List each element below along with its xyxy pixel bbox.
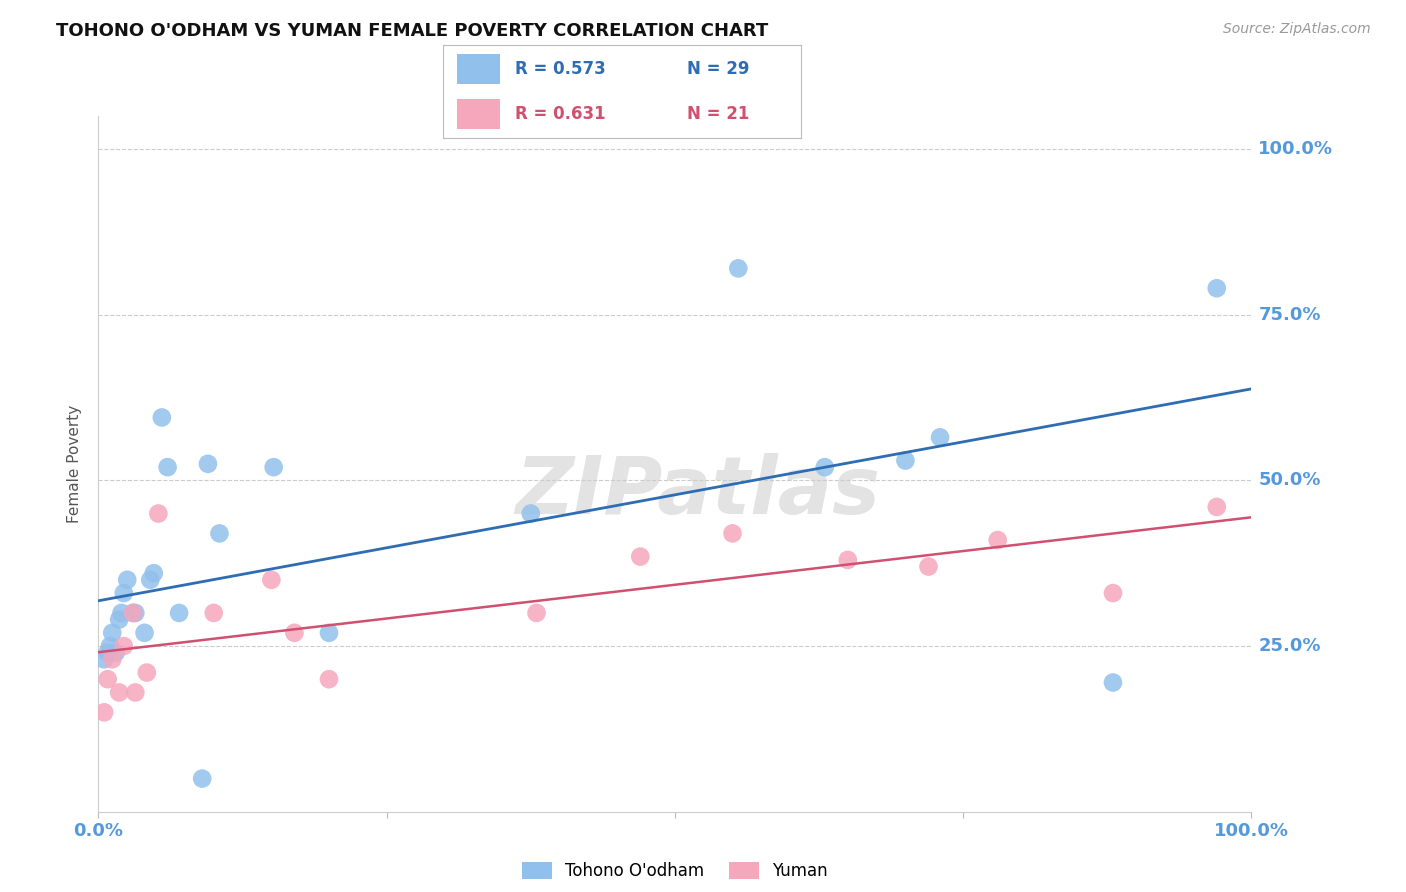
Point [101, 652, 124, 666]
Point [814, 460, 837, 475]
Point [124, 606, 146, 620]
Point [894, 453, 917, 467]
Point [628, 549, 651, 564]
Point [191, 772, 214, 786]
Text: 50.0%: 50.0% [1258, 471, 1320, 490]
Point [318, 625, 340, 640]
Point [150, 410, 173, 425]
Text: Source: ZipAtlas.com: Source: ZipAtlas.com [1223, 22, 1371, 37]
Point [263, 460, 285, 475]
Point [526, 606, 548, 620]
Point [93, 652, 115, 666]
Point [134, 625, 156, 640]
Point [1102, 675, 1125, 690]
Text: R = 0.573: R = 0.573 [515, 60, 606, 78]
Point [122, 606, 145, 620]
Point [104, 646, 127, 660]
Point [987, 533, 1010, 547]
FancyBboxPatch shape [457, 54, 501, 84]
Point [101, 625, 124, 640]
Point [108, 685, 131, 699]
Point [929, 430, 952, 444]
Point [197, 457, 219, 471]
Point [208, 526, 231, 541]
Point [112, 639, 135, 653]
Point [97, 672, 120, 686]
Point [135, 665, 157, 680]
Point [117, 573, 138, 587]
FancyBboxPatch shape [457, 99, 501, 129]
Point [93, 706, 115, 720]
Point [202, 606, 225, 620]
Text: R = 0.631: R = 0.631 [515, 105, 605, 123]
Point [97, 646, 120, 660]
Text: N = 29: N = 29 [686, 60, 749, 78]
Legend: Tohono O'odham, Yuman: Tohono O'odham, Yuman [515, 855, 835, 887]
Y-axis label: Female Poverty: Female Poverty [67, 405, 83, 523]
Point [318, 672, 340, 686]
Point [156, 460, 179, 475]
Point [837, 553, 859, 567]
Point [721, 526, 744, 541]
Text: 100.0%: 100.0% [1258, 140, 1333, 158]
Point [727, 261, 749, 276]
Text: N = 21: N = 21 [686, 105, 749, 123]
Text: 75.0%: 75.0% [1258, 306, 1320, 324]
Point [98, 639, 121, 653]
Point [148, 507, 170, 521]
Point [122, 606, 145, 620]
Text: ZIPatlas: ZIPatlas [516, 452, 880, 531]
Point [1102, 586, 1125, 600]
Point [917, 559, 939, 574]
Point [260, 573, 283, 587]
Point [167, 606, 190, 620]
Point [519, 507, 541, 521]
Point [283, 625, 305, 640]
Point [110, 606, 132, 620]
Point [142, 566, 165, 581]
Point [112, 586, 135, 600]
Point [124, 685, 146, 699]
Point [1205, 500, 1227, 514]
Text: TOHONO O'ODHAM VS YUMAN FEMALE POVERTY CORRELATION CHART: TOHONO O'ODHAM VS YUMAN FEMALE POVERTY C… [56, 22, 769, 40]
Point [108, 613, 131, 627]
Point [1205, 281, 1227, 295]
Point [139, 573, 162, 587]
Text: 25.0%: 25.0% [1258, 637, 1320, 655]
